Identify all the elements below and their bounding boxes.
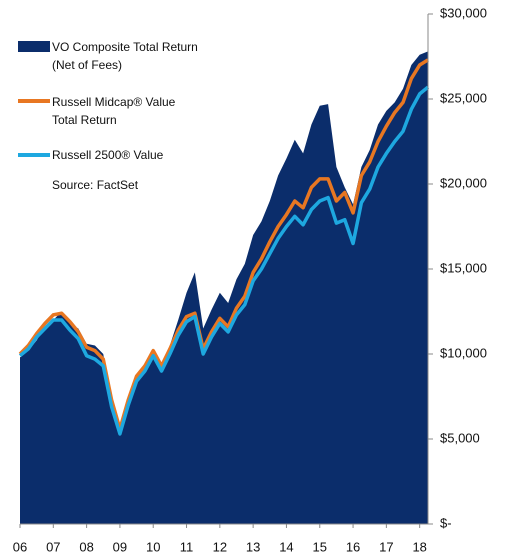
y-tick-label: $30,000 <box>440 5 487 20</box>
line <box>18 85 430 436</box>
source-note: Source: FactSet <box>52 178 139 192</box>
x-tick-label: 17 <box>379 539 393 554</box>
x-tick-label: 10 <box>146 539 160 554</box>
x-tick-label: 13 <box>246 539 260 554</box>
line <box>18 58 429 431</box>
y-tick-label: $10,000 <box>440 345 487 360</box>
legend-swatch <box>18 41 50 52</box>
x-tick-label: 08 <box>79 539 93 554</box>
legend-label: Russell Midcap® Value Total Return <box>52 95 176 127</box>
x-tick-label: 07 <box>46 539 60 554</box>
area <box>20 51 428 525</box>
y-tick-label: $20,000 <box>440 175 487 190</box>
legend-label: Russell 2500® Value <box>52 148 164 162</box>
legend-label: VO Composite Total Return (Net of Fees) <box>52 40 198 72</box>
y-tick-label: $15,000 <box>440 260 487 275</box>
x-tick-label: 16 <box>346 539 360 554</box>
x-tick-label: 09 <box>113 539 127 554</box>
x-tick-label: 12 <box>213 539 227 554</box>
x-tick-label: 11 <box>180 539 194 554</box>
y-tick-label: $- <box>440 515 452 530</box>
x-tick-label: 18 <box>412 539 426 554</box>
y-tick-label: $25,000 <box>440 90 487 105</box>
x-tick-label: 06 <box>13 539 27 554</box>
x-tick-label: 14 <box>279 539 293 554</box>
x-tick-label: 15 <box>313 539 327 554</box>
y-tick-label: $5,000 <box>440 430 480 445</box>
